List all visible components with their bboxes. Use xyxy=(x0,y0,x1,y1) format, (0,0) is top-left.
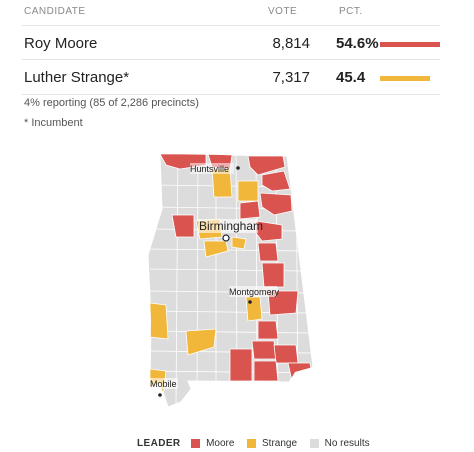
county-moore xyxy=(251,340,277,360)
vote-percent: 54.6% xyxy=(336,35,379,52)
montgomery-marker xyxy=(248,300,252,304)
vote-count: 8,814 xyxy=(272,35,310,52)
candidate-row-moore: Roy Moore 8,814 54.6% xyxy=(22,25,440,60)
birmingham-label-bg xyxy=(198,219,258,233)
county-strange xyxy=(237,180,259,202)
alabama-county-map: Huntsville Birmingham Montgomery Mobile xyxy=(147,153,314,408)
legend-swatch-strange xyxy=(247,439,257,448)
legend-title: LEADER xyxy=(137,438,181,449)
county-moore xyxy=(259,192,293,216)
vote-share-bar-fill xyxy=(380,76,430,81)
pct-column-header: PCT. xyxy=(339,6,363,17)
huntsville-marker xyxy=(236,166,240,170)
legend-label-strange: Strange xyxy=(262,438,298,449)
legend-label-moore: Moore xyxy=(206,438,235,449)
county-strange xyxy=(149,302,169,340)
map-legend: LEADER Moore Strange No results xyxy=(137,438,380,450)
county-strange xyxy=(185,328,217,356)
birmingham-marker xyxy=(222,234,230,242)
mobile-label-bg xyxy=(148,378,178,389)
candidate-column-header: CANDIDATE xyxy=(24,6,86,17)
county-moore xyxy=(229,348,253,382)
candidate-name: Roy Moore xyxy=(24,35,98,52)
county-moore xyxy=(273,344,299,364)
vote-column-header: VOTE xyxy=(268,6,298,17)
candidate-row-strange: Luther Strange* 7,317 45.4 xyxy=(22,59,440,95)
incumbent-note: * Incumbent xyxy=(24,117,83,129)
legend-label-no-results: No results xyxy=(324,438,370,449)
county-strange xyxy=(203,240,229,258)
legend-swatch-moore xyxy=(191,439,201,448)
montgomery-label-bg xyxy=(229,286,277,297)
vote-share-bar-fill xyxy=(380,42,440,47)
mobile-label: Mobile xyxy=(150,379,177,389)
mobile-marker xyxy=(158,393,162,397)
county-moore xyxy=(261,262,285,288)
table-header: CANDIDATE VOTE PCT. xyxy=(0,6,474,22)
montgomery-label: Montgomery xyxy=(229,287,280,297)
county-moore xyxy=(171,214,195,238)
county-moore xyxy=(257,320,279,340)
county-moore xyxy=(247,155,286,176)
candidate-name: Luther Strange* xyxy=(24,69,130,86)
county-moore xyxy=(239,200,261,220)
huntsville-label-bg xyxy=(190,163,234,174)
county-moore xyxy=(257,242,279,262)
reporting-note: 4% reporting (85 of 2,286 precincts) xyxy=(24,97,199,109)
vote-share-bar xyxy=(380,76,440,81)
vote-share-bar xyxy=(380,42,440,47)
vote-percent: 45.4 xyxy=(336,69,366,86)
city-labels: Huntsville Birmingham Montgomery Mobile xyxy=(148,163,280,397)
county-strange xyxy=(231,236,247,250)
vote-count: 7,317 xyxy=(272,69,310,86)
huntsville-label: Huntsville xyxy=(190,164,229,174)
county-moore xyxy=(261,170,291,192)
county-strange xyxy=(245,296,263,322)
legend-swatch-no-results xyxy=(309,439,319,448)
birmingham-label: Birmingham xyxy=(199,219,263,233)
county-moore xyxy=(253,360,279,382)
